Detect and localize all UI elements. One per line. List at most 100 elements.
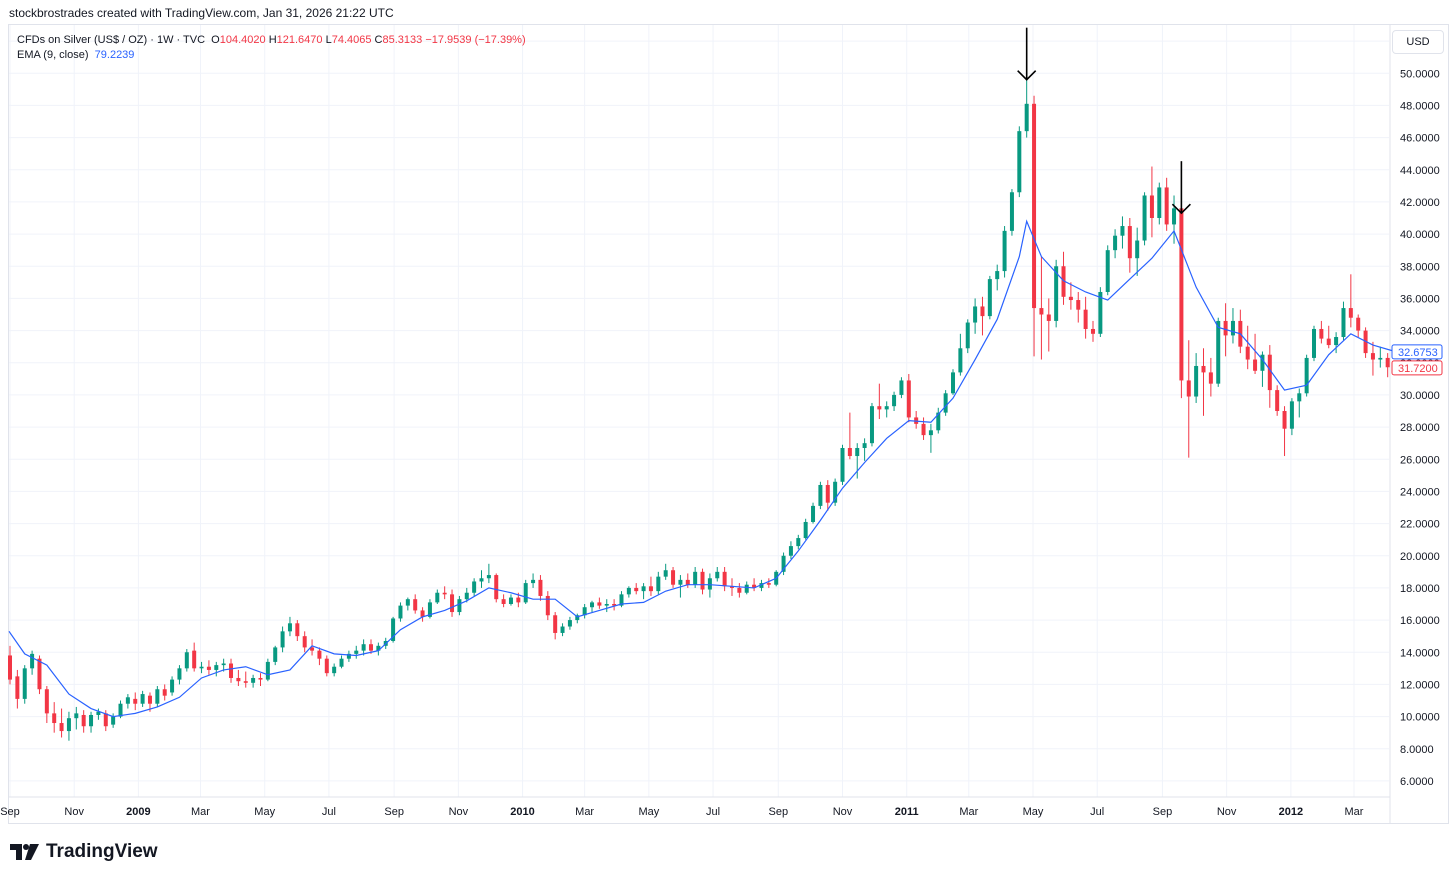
candle-body-up: [641, 586, 646, 592]
candle-body-up: [66, 718, 71, 732]
x-tick-label: Jul: [1090, 806, 1104, 818]
x-tick-label: Jul: [706, 806, 720, 818]
candle-body-up: [899, 380, 904, 395]
candle-body-down: [737, 587, 742, 593]
candle-body-up: [125, 697, 130, 704]
candle-body-down: [1090, 328, 1095, 334]
candle-body-up: [508, 597, 513, 604]
candle-body-down: [921, 423, 926, 436]
ema-line: [8, 219, 1396, 718]
candle-body-up: [391, 618, 396, 641]
candle-body-down: [302, 636, 307, 648]
legend-ema-value: 79.2239: [94, 49, 135, 61]
x-tick-label: May: [1023, 806, 1044, 818]
candle-body-up: [707, 578, 712, 590]
candle-body-down: [516, 597, 521, 603]
candle-body-up: [74, 713, 79, 719]
x-tick-label: May: [638, 806, 659, 818]
annotation-arrow-head: [1017, 70, 1037, 81]
candle-body-down: [1061, 266, 1066, 297]
candle-body-up: [943, 393, 948, 413]
y-tick-label: 10.0000: [1400, 712, 1440, 724]
candle-body-down: [450, 594, 455, 613]
candle-body-down: [133, 698, 138, 704]
candle-body-down: [877, 406, 882, 410]
candle-body-down: [766, 583, 771, 585]
candle-body-up: [928, 430, 933, 436]
tradingview-logo-icon: [10, 844, 39, 860]
candle-body-up: [118, 703, 123, 717]
candle-body-up: [221, 663, 226, 666]
legend-symbol[interactable]: CFDs on Silver (US$ / OZ) · 1W · TVC: [17, 34, 206, 46]
candle-body-up: [1135, 240, 1140, 259]
candle-body-up: [1260, 354, 1265, 371]
candle-body-up: [656, 576, 661, 592]
candle-body-down: [722, 571, 727, 587]
candle-body-up: [995, 271, 1000, 280]
candle-body-down: [1348, 308, 1353, 318]
candle-body-down: [494, 575, 499, 600]
candle-body-up: [936, 412, 941, 431]
y-tick-label: 34.0000: [1400, 326, 1440, 338]
candle-body-up: [1009, 192, 1014, 231]
candle-body-down: [1179, 208, 1184, 381]
y-tick-label: 38.0000: [1400, 261, 1440, 273]
candle-body-up: [354, 650, 359, 654]
currency-button[interactable]: USD: [1392, 30, 1444, 54]
candle-body-down: [258, 677, 263, 680]
legend-ema-row[interactable]: EMA (9, close) 79.2239: [17, 48, 526, 63]
candle-body-up: [177, 668, 182, 680]
candle-body-up: [332, 666, 337, 674]
candle-body-down: [103, 713, 108, 727]
x-tick-label: Mar: [191, 806, 210, 818]
candle-body-up: [464, 592, 469, 600]
candle-body-up: [472, 581, 477, 593]
candle-body-down: [1245, 346, 1250, 360]
candle-body-up: [427, 602, 432, 617]
candle-body-down: [15, 676, 20, 699]
candle-body-up: [567, 620, 572, 627]
candle-body-down: [1275, 390, 1280, 411]
x-tick-label: Nov: [1217, 806, 1237, 818]
candle-body-down: [162, 689, 167, 696]
candle-body-down: [501, 599, 506, 604]
candle-body-up: [479, 578, 484, 582]
x-tick-label: Nov: [449, 806, 469, 818]
tradingview-logo: TradingView: [10, 841, 158, 863]
x-tick-label: 2012: [1279, 806, 1303, 818]
candle-body-up: [788, 546, 793, 556]
candle-body-down: [310, 647, 315, 651]
x-tick-label: Sep: [1153, 806, 1173, 818]
candle-body-down: [1127, 226, 1132, 259]
candle-body-up: [1297, 393, 1302, 402]
candle-body-down: [81, 714, 86, 727]
candle-body-up: [663, 570, 668, 577]
candle-body-up: [1216, 320, 1221, 384]
ema-price-label: 32.6753: [1398, 347, 1438, 359]
legend-change-value: −17.9539 (−17.39%): [425, 34, 526, 46]
candle-body-up: [405, 599, 410, 606]
candle-body-down: [1039, 308, 1044, 315]
candle-body-up: [1017, 131, 1022, 193]
candle-body-down: [597, 602, 602, 606]
legend-close-value: 85.3133: [382, 34, 423, 46]
candle-body-down: [612, 604, 617, 606]
chart-credit-text: stockbrostrades created with TradingView…: [9, 6, 394, 20]
candle-body-down: [648, 586, 653, 592]
candle-body-up: [1002, 230, 1007, 272]
candle-body-up: [987, 279, 992, 317]
candle-body-down: [1201, 365, 1206, 373]
candle-body-up: [1157, 187, 1162, 218]
x-tick-label: Sep: [384, 806, 404, 818]
candle-body-up: [523, 583, 528, 603]
candle-body-down: [1356, 317, 1361, 331]
candle-body-up: [958, 348, 963, 373]
candle-body-up: [811, 505, 816, 522]
candle-body-up: [111, 716, 116, 725]
candle-body-up: [1113, 235, 1118, 251]
candle-body-down: [538, 579, 543, 596]
y-tick-label: 22.0000: [1400, 519, 1440, 531]
candle-body-up: [184, 652, 189, 669]
candle-body-down: [324, 658, 329, 674]
